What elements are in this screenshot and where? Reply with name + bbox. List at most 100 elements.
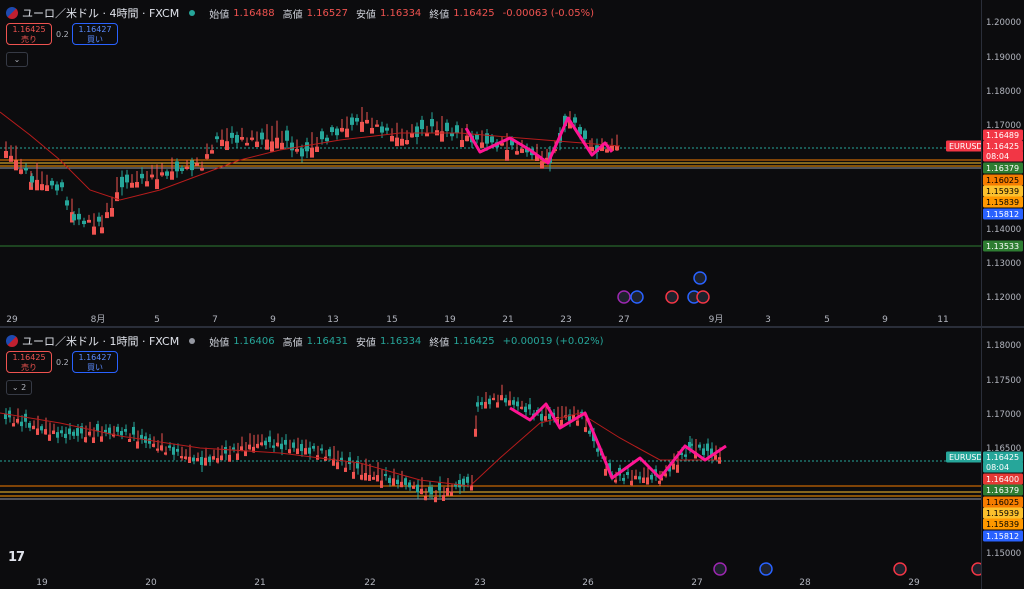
candle	[220, 139, 224, 147]
buy-button[interactable]: 1.16427 買い	[72, 351, 118, 373]
candle	[280, 443, 283, 450]
candle	[356, 461, 359, 469]
buy-button[interactable]: 1.16427 買い	[72, 23, 118, 45]
candle	[610, 145, 614, 151]
chart-pane-1h[interactable]: 19 20 21 22 23 26 27 28 29 EURUSD 1.18000 1.17500 1…	[0, 326, 1024, 589]
price-badge	[983, 196, 1023, 208]
price-axis-1h[interactable]: 1.180001.175001.170001.165001.155001.150…	[981, 328, 1024, 589]
price-plot-1h[interactable]: 19 20 21 22 23 26 27 28 29 EURUSD	[0, 328, 982, 589]
time-axis-label: 9月	[709, 314, 724, 325]
candle	[650, 474, 653, 480]
candle	[438, 482, 441, 491]
candle	[605, 149, 609, 153]
candle	[216, 458, 219, 463]
candle	[290, 142, 294, 151]
symbol-title[interactable]: ユーロ／米ドル · 1時間 · FXCM	[22, 335, 180, 348]
candle	[264, 440, 267, 446]
candle	[248, 444, 251, 450]
candle	[235, 134, 239, 143]
price-axis-label: 1.18000	[986, 87, 1021, 97]
candle	[630, 480, 633, 486]
candle	[65, 200, 69, 206]
symbol-title[interactable]: ユーロ／米ドル · 4時間 · FXCM	[22, 7, 180, 20]
buy-label: 買い	[87, 35, 103, 44]
candle	[672, 463, 675, 470]
candle	[528, 404, 531, 410]
price-badge	[983, 507, 1023, 519]
candle	[205, 154, 209, 159]
candle	[428, 486, 431, 493]
candle	[240, 137, 244, 140]
price-badge-label: EURUSD	[949, 142, 982, 151]
candle	[230, 132, 234, 138]
candle	[195, 163, 199, 166]
price-axis-4h[interactable]: 1.20000 1.19000 1.18000 1.17000 1.14000 1.130…	[981, 0, 1024, 326]
close-label: 終値	[429, 9, 450, 21]
candle	[465, 135, 469, 142]
candle	[400, 481, 403, 488]
candle	[560, 419, 563, 428]
time-axis-label: 29	[908, 578, 920, 588]
candle	[375, 124, 379, 127]
candle	[350, 117, 354, 125]
candle	[583, 130, 587, 139]
candle	[512, 400, 515, 405]
candle	[160, 172, 164, 176]
candle	[516, 401, 519, 407]
candle	[680, 452, 683, 456]
candle	[410, 133, 414, 138]
collapse-indicators-button[interactable]: ⌄ 2	[6, 380, 32, 395]
price-badge	[983, 451, 1023, 463]
candle	[256, 443, 259, 448]
symbol-legend-1h: ユーロ／米ドル · 1時間 · FXCM 始値 1.16406 高値 1.16431…	[6, 333, 604, 349]
candle	[308, 447, 311, 454]
price-badge-label: 1.16489	[986, 131, 1019, 140]
economic-event-icon	[759, 562, 773, 576]
candle	[64, 433, 67, 438]
candle	[524, 406, 527, 413]
price-badge	[946, 140, 982, 152]
chart-pane-4h[interactable]: 29 8月 5 7 9 13 15 19 21 23 27 9月 3 5 9 11 EURUSD 1.20000…	[0, 0, 1024, 326]
candle	[490, 136, 494, 143]
candle	[412, 486, 415, 489]
tradingview-logo-icon[interactable]: 17	[8, 550, 25, 565]
candle	[425, 132, 429, 137]
low-label: 安値	[355, 9, 376, 21]
candle	[664, 473, 667, 477]
symbol-legend-4h: ユーロ／米ドル · 4時間 · FXCM 始値 1.16488 高値 1.16527…	[6, 5, 594, 21]
candle	[304, 448, 307, 455]
candle	[24, 167, 28, 171]
candle	[614, 479, 617, 483]
price-badge	[983, 208, 1023, 220]
candle	[660, 477, 663, 481]
candle	[345, 128, 349, 138]
candle	[646, 477, 649, 485]
candle	[608, 463, 611, 472]
collapse-indicators-button[interactable]: ⌄	[6, 52, 28, 67]
economic-event-icon	[630, 290, 644, 304]
price-badge-label: 1.15839	[986, 520, 1019, 529]
price-badge-label: 1.16400	[986, 475, 1019, 484]
candle	[50, 180, 54, 186]
spread-value: 0.2	[56, 357, 69, 367]
moving-average-line	[0, 111, 621, 201]
candle	[40, 184, 44, 191]
candle	[480, 142, 484, 148]
candle	[642, 477, 645, 484]
candle	[592, 433, 595, 442]
price-plot-4h[interactable]: 29 8月 5 7 9 13 15 19 21 23 27 9月 3 5 9 11 EURUSD	[0, 0, 982, 326]
price-badge-label: 08:04	[986, 152, 1009, 161]
sell-button[interactable]: 1.16425 売り	[6, 23, 52, 45]
candle	[116, 426, 119, 432]
candle	[4, 413, 7, 420]
eur-usd-flag-icon	[6, 335, 18, 347]
zigzag-indicator-line	[509, 402, 727, 480]
candle	[638, 476, 641, 480]
candle	[14, 160, 18, 171]
open-value: 1.16488	[233, 7, 275, 19]
sell-button[interactable]: 1.16425 売り	[6, 351, 52, 373]
candle	[364, 473, 367, 481]
candle	[544, 416, 547, 421]
candle	[340, 127, 344, 132]
candle	[35, 179, 39, 191]
